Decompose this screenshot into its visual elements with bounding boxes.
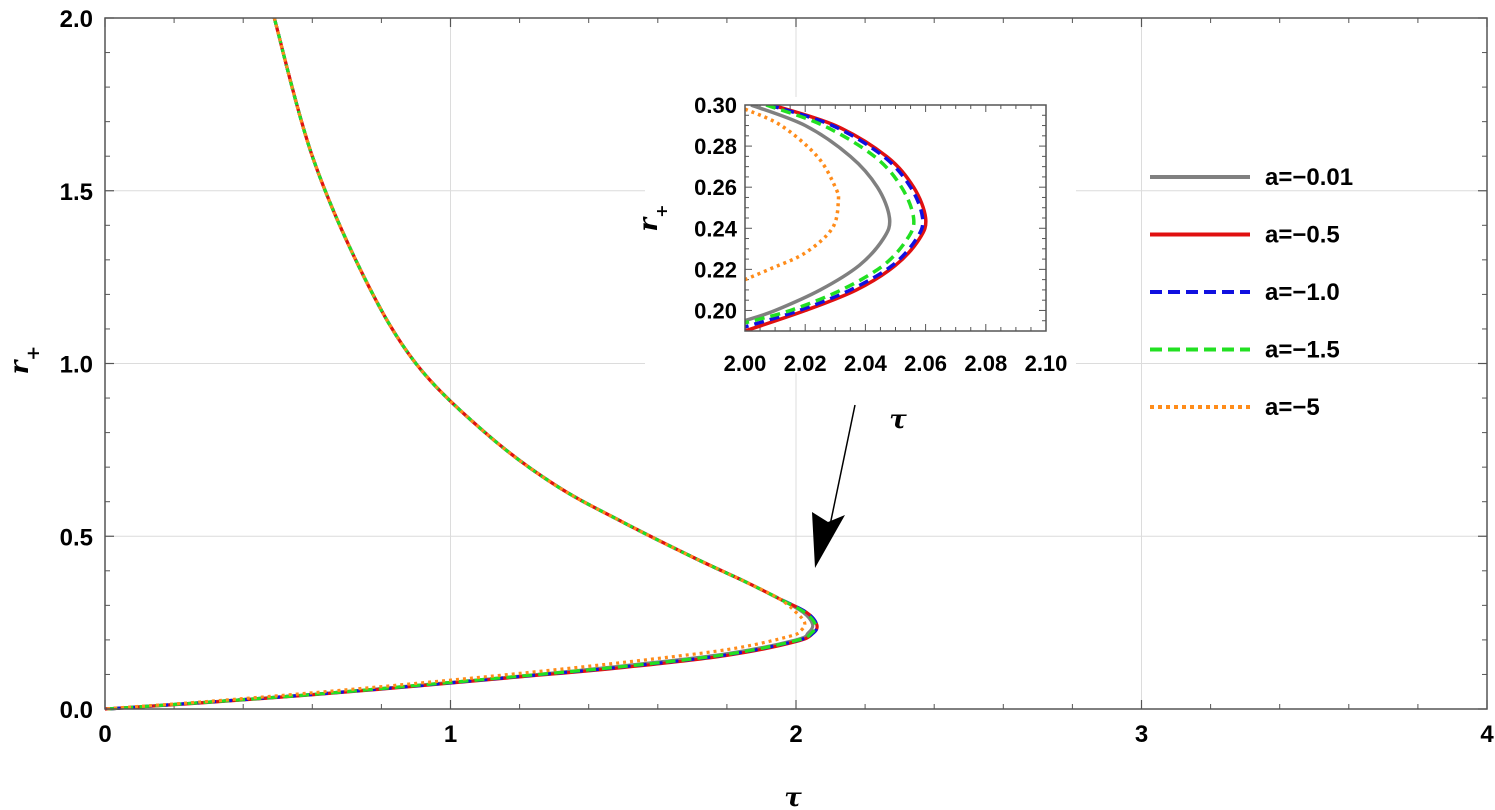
legend: a=−0.01 a=−0.5 a=−1.0 a=−1.5 a=−5: [1150, 164, 1353, 421]
y-tick-label: 0.0: [60, 697, 93, 724]
inset-series-line-1: [745, 105, 928, 331]
inset-x-tick-label: 2.06: [904, 351, 947, 376]
x-tick-label: 4: [1480, 721, 1494, 748]
arrow-head: [812, 512, 845, 568]
inset-y-tick-label: 0.28: [694, 134, 737, 159]
x-axis-label: τ: [784, 783, 802, 810]
inset-y-axis-label-sub: +: [652, 204, 671, 217]
inset-y-tick-label: 0.24: [694, 216, 738, 241]
inset-background: [645, 97, 1076, 373]
y-axis-label-sub: +: [23, 346, 44, 361]
y-axis-label: r+: [5, 346, 44, 375]
inset-x-tick-label: 2.10: [1025, 351, 1068, 376]
main-ticks: [104, 17, 1488, 710]
inset-x-tick-label: 2.02: [784, 351, 827, 376]
zoom-arrow: [812, 404, 856, 568]
y-axis-label-base: r: [5, 358, 35, 374]
legend-label-4: a=−5: [1265, 394, 1320, 421]
inset-tick-labels: 2.00 2.02 2.04 2.06 2.08 2.10 0.20 0.22 0.24 0.26…: [694, 93, 1067, 376]
legend-label-3: a=−1.5: [1265, 337, 1340, 364]
arrow-shaft: [828, 404, 856, 531]
x-tick-label: 1: [444, 721, 457, 748]
legend-label-1: a=−0.5: [1265, 222, 1340, 249]
x-tick-label: 2: [789, 721, 802, 748]
y-tick-label: 1.5: [60, 179, 93, 206]
y-tick-label: 0.5: [60, 524, 93, 551]
main-series: [104, 17, 819, 711]
inset-y-axis-label: r+: [634, 204, 671, 231]
inset-x-tick-label: 2.08: [964, 351, 1007, 376]
x-tick-label: 3: [1135, 721, 1148, 748]
inset-y-axis-label-base: r: [634, 216, 664, 232]
y-tick-label: 2.0: [60, 6, 93, 33]
inset-y-tick-label: 0.30: [694, 93, 737, 118]
series-line-3: [104, 17, 818, 711]
inset-frame: [744, 104, 1047, 332]
inset-x-tick-label: 2.00: [724, 351, 767, 376]
legend-label-2: a=−1.0: [1265, 279, 1340, 306]
inset-series-group: [745, 105, 928, 331]
legend-label-0: a=−0.01: [1265, 164, 1353, 191]
main-plot-frame: [104, 17, 1488, 710]
inset-series-line-2: [745, 105, 925, 329]
main-tick-labels: 0 1 2 3 4 0.0 0.5 1.0 1.5 2.0: [60, 6, 1495, 748]
x-tick-label: 0: [98, 721, 111, 748]
series-line-4: [104, 17, 807, 711]
inset-series: [745, 105, 928, 331]
inset-x-tick-label: 2.04: [844, 351, 888, 376]
inset-series-line-4: [745, 107, 841, 282]
inset-series-line-0: [745, 105, 892, 323]
inset-y-tick-label: 0.26: [694, 175, 737, 200]
y-tick-label: 1.0: [60, 352, 93, 379]
inset-y-tick-label: 0.20: [694, 298, 737, 323]
inset-y-tick-label: 0.22: [694, 257, 737, 282]
inset-x-axis-label: τ: [889, 405, 907, 435]
inset-plot: 2.00 2.02 2.04 2.06 2.08 2.10 0.20 0.22 0.24 0.26…: [634, 93, 1076, 435]
inset-series-line-3: [745, 105, 916, 325]
